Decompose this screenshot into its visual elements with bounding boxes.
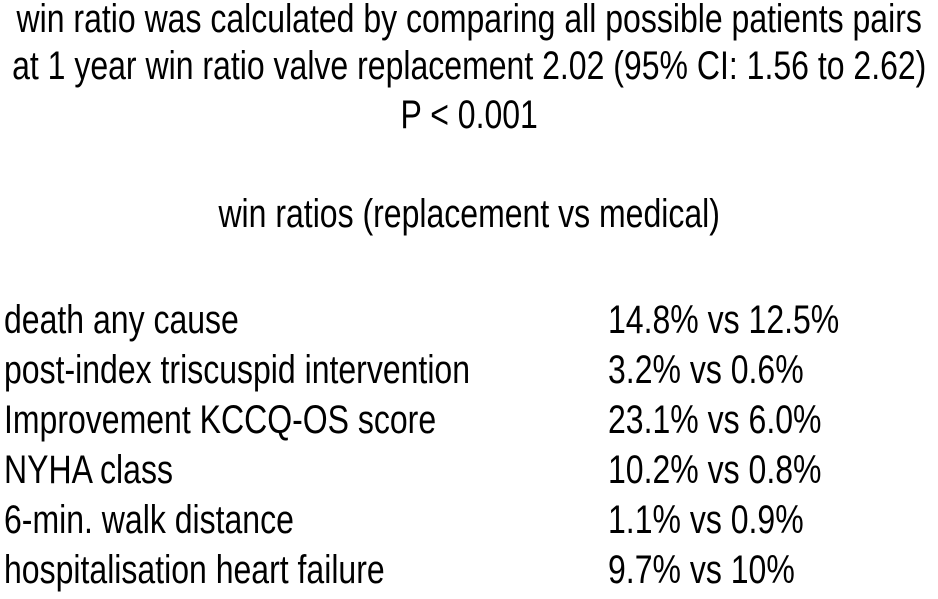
intro-line-2: at 1 year win ratio valve replacement 2.… — [12, 44, 927, 88]
table-row-kccq-os-score: Improvement KCCQ-OS score 23.1% vs 6.0% — [0, 395, 938, 445]
row-label: 6-min. walk distance — [4, 498, 294, 542]
intro-block: win ratio was calculated by comparing al… — [0, 0, 938, 139]
row-value: 23.1% vs 6.0% — [608, 398, 822, 442]
row-label: death any cause — [4, 298, 239, 342]
intro-line-1: win ratio was calculated by comparing al… — [16, 0, 922, 41]
table-row-death-any-cause: death any cause 14.8% vs 12.5% — [0, 295, 938, 345]
table-row-6min-walk: 6-min. walk distance 1.1% vs 0.9% — [0, 495, 938, 545]
p-value-text: P < 0.001 — [400, 93, 538, 137]
subtitle-win-ratios: win ratios (replacement vs medical) — [218, 192, 720, 236]
table-row-hospitalisation-hf: hospitalisation heart failure 9.7% vs 10… — [0, 545, 938, 595]
win-ratio-table: death any cause 14.8% vs 12.5% post-inde… — [0, 295, 938, 595]
row-label: hospitalisation heart failure — [4, 548, 385, 592]
row-value: 9.7% vs 10% — [608, 548, 795, 592]
table-row-post-index-intervention: post-index triscuspid intervention 3.2% … — [0, 345, 938, 395]
table-row-nyha-class: NYHA class 10.2% vs 0.8% — [0, 445, 938, 495]
row-label: post-index triscuspid intervention — [4, 348, 471, 392]
row-value: 10.2% vs 0.8% — [608, 448, 822, 492]
row-value: 14.8% vs 12.5% — [608, 298, 840, 342]
row-label: Improvement KCCQ-OS score — [4, 398, 437, 442]
row-label: NYHA class — [4, 448, 173, 492]
row-value: 3.2% vs 0.6% — [608, 348, 804, 392]
row-value: 1.1% vs 0.9% — [608, 498, 804, 542]
